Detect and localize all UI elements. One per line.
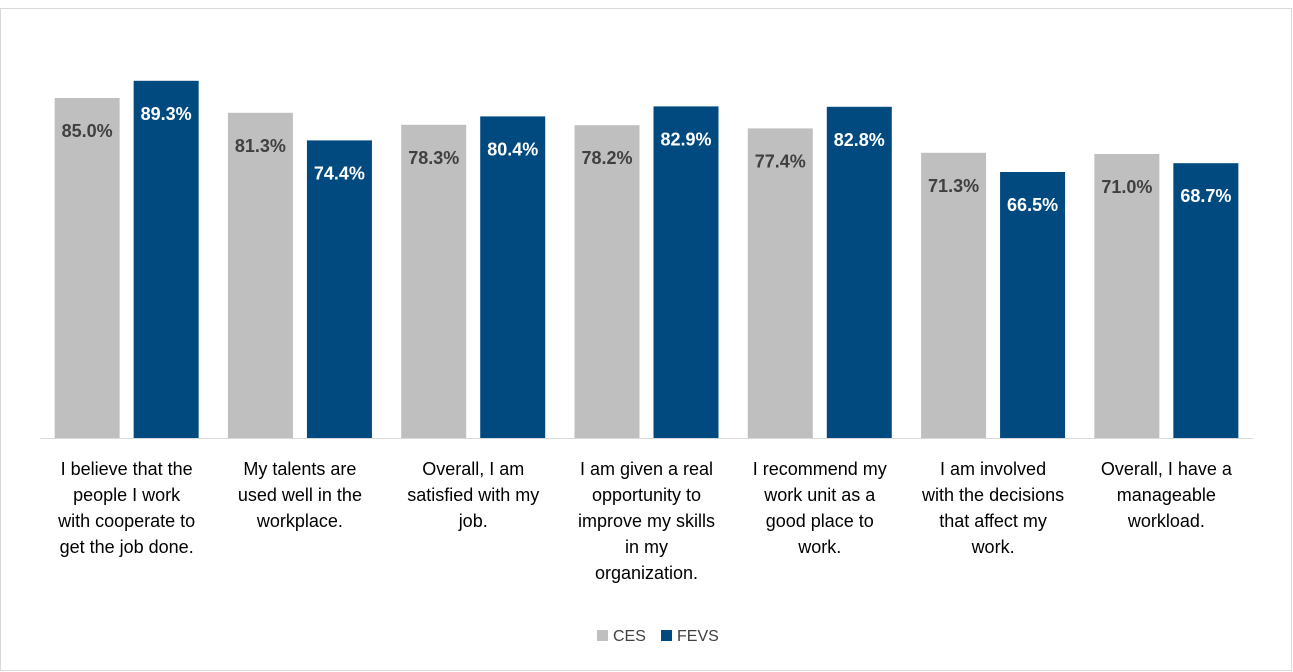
data-label-fevs-7: 68.7% bbox=[1180, 186, 1231, 206]
category-label-1: I believe that the people I work with coop… bbox=[57, 459, 195, 557]
bar-ces-4 bbox=[574, 125, 640, 438]
data-label-fevs-5: 82.8% bbox=[834, 130, 885, 150]
data-label-ces-1: 85.0% bbox=[62, 121, 113, 141]
bar-fevs-5 bbox=[826, 106, 892, 439]
data-label-ces-4: 78.2% bbox=[581, 148, 632, 168]
bar-ces-3 bbox=[401, 124, 467, 439]
category-label-3: Overall, I am satisfied with my job. bbox=[407, 459, 539, 531]
bar-fevs-2 bbox=[306, 140, 372, 438]
bar-fevs-3 bbox=[480, 116, 546, 439]
legend-label-ces: CES bbox=[613, 628, 646, 645]
bar-ces-5 bbox=[747, 128, 813, 438]
data-label-ces-2: 81.3% bbox=[235, 136, 286, 156]
bar-labels-group: 85.0% 89.3% 81.3% 74.4% 78.3% 80.4% 78.2% 82.9%… bbox=[62, 104, 1232, 215]
data-label-ces-6: 71.3% bbox=[928, 176, 979, 196]
bar-ces-1 bbox=[54, 98, 120, 438]
category-label-4: I am given a real opportunity to improve m… bbox=[578, 459, 715, 583]
data-label-ces-3: 78.3% bbox=[408, 148, 459, 168]
data-label-fevs-2: 74.4% bbox=[314, 163, 365, 183]
bars-group bbox=[54, 80, 1239, 439]
data-label-fevs-3: 80.4% bbox=[487, 139, 538, 159]
bar-ces-7 bbox=[1094, 154, 1160, 438]
legend-swatch-fevs bbox=[661, 630, 672, 641]
bar-ces-6 bbox=[921, 152, 987, 439]
bar-fevs-6 bbox=[1000, 172, 1066, 438]
legend-label-fevs: FEVS bbox=[677, 628, 719, 645]
category-label-5: I recommend my work unit as a good place t… bbox=[753, 459, 887, 557]
bar-fevs-7 bbox=[1173, 163, 1239, 438]
data-label-ces-7: 71.0% bbox=[1101, 177, 1152, 197]
data-label-fevs-6: 66.5% bbox=[1007, 195, 1058, 215]
category-label-2: My talents are used well in the workplace. bbox=[238, 459, 362, 531]
category-label-6: I am involved with the decisions that affe… bbox=[921, 459, 1064, 557]
category-label-7: Overall, I have a manageable workload. bbox=[1101, 459, 1233, 531]
legend-swatch-ces bbox=[597, 630, 608, 641]
data-label-fevs-4: 82.9% bbox=[660, 129, 711, 149]
data-label-ces-5: 77.4% bbox=[755, 151, 806, 171]
legend: CES FEVS bbox=[597, 628, 719, 645]
category-labels-group: I believe that the people I work with coop… bbox=[57, 459, 1233, 583]
bar-fevs-1 bbox=[133, 80, 199, 439]
bar-ces-2 bbox=[227, 112, 293, 439]
chart-frame bbox=[0, 8, 1292, 671]
data-label-fevs-1: 89.3% bbox=[141, 104, 192, 124]
bar-fevs-4 bbox=[653, 106, 719, 439]
